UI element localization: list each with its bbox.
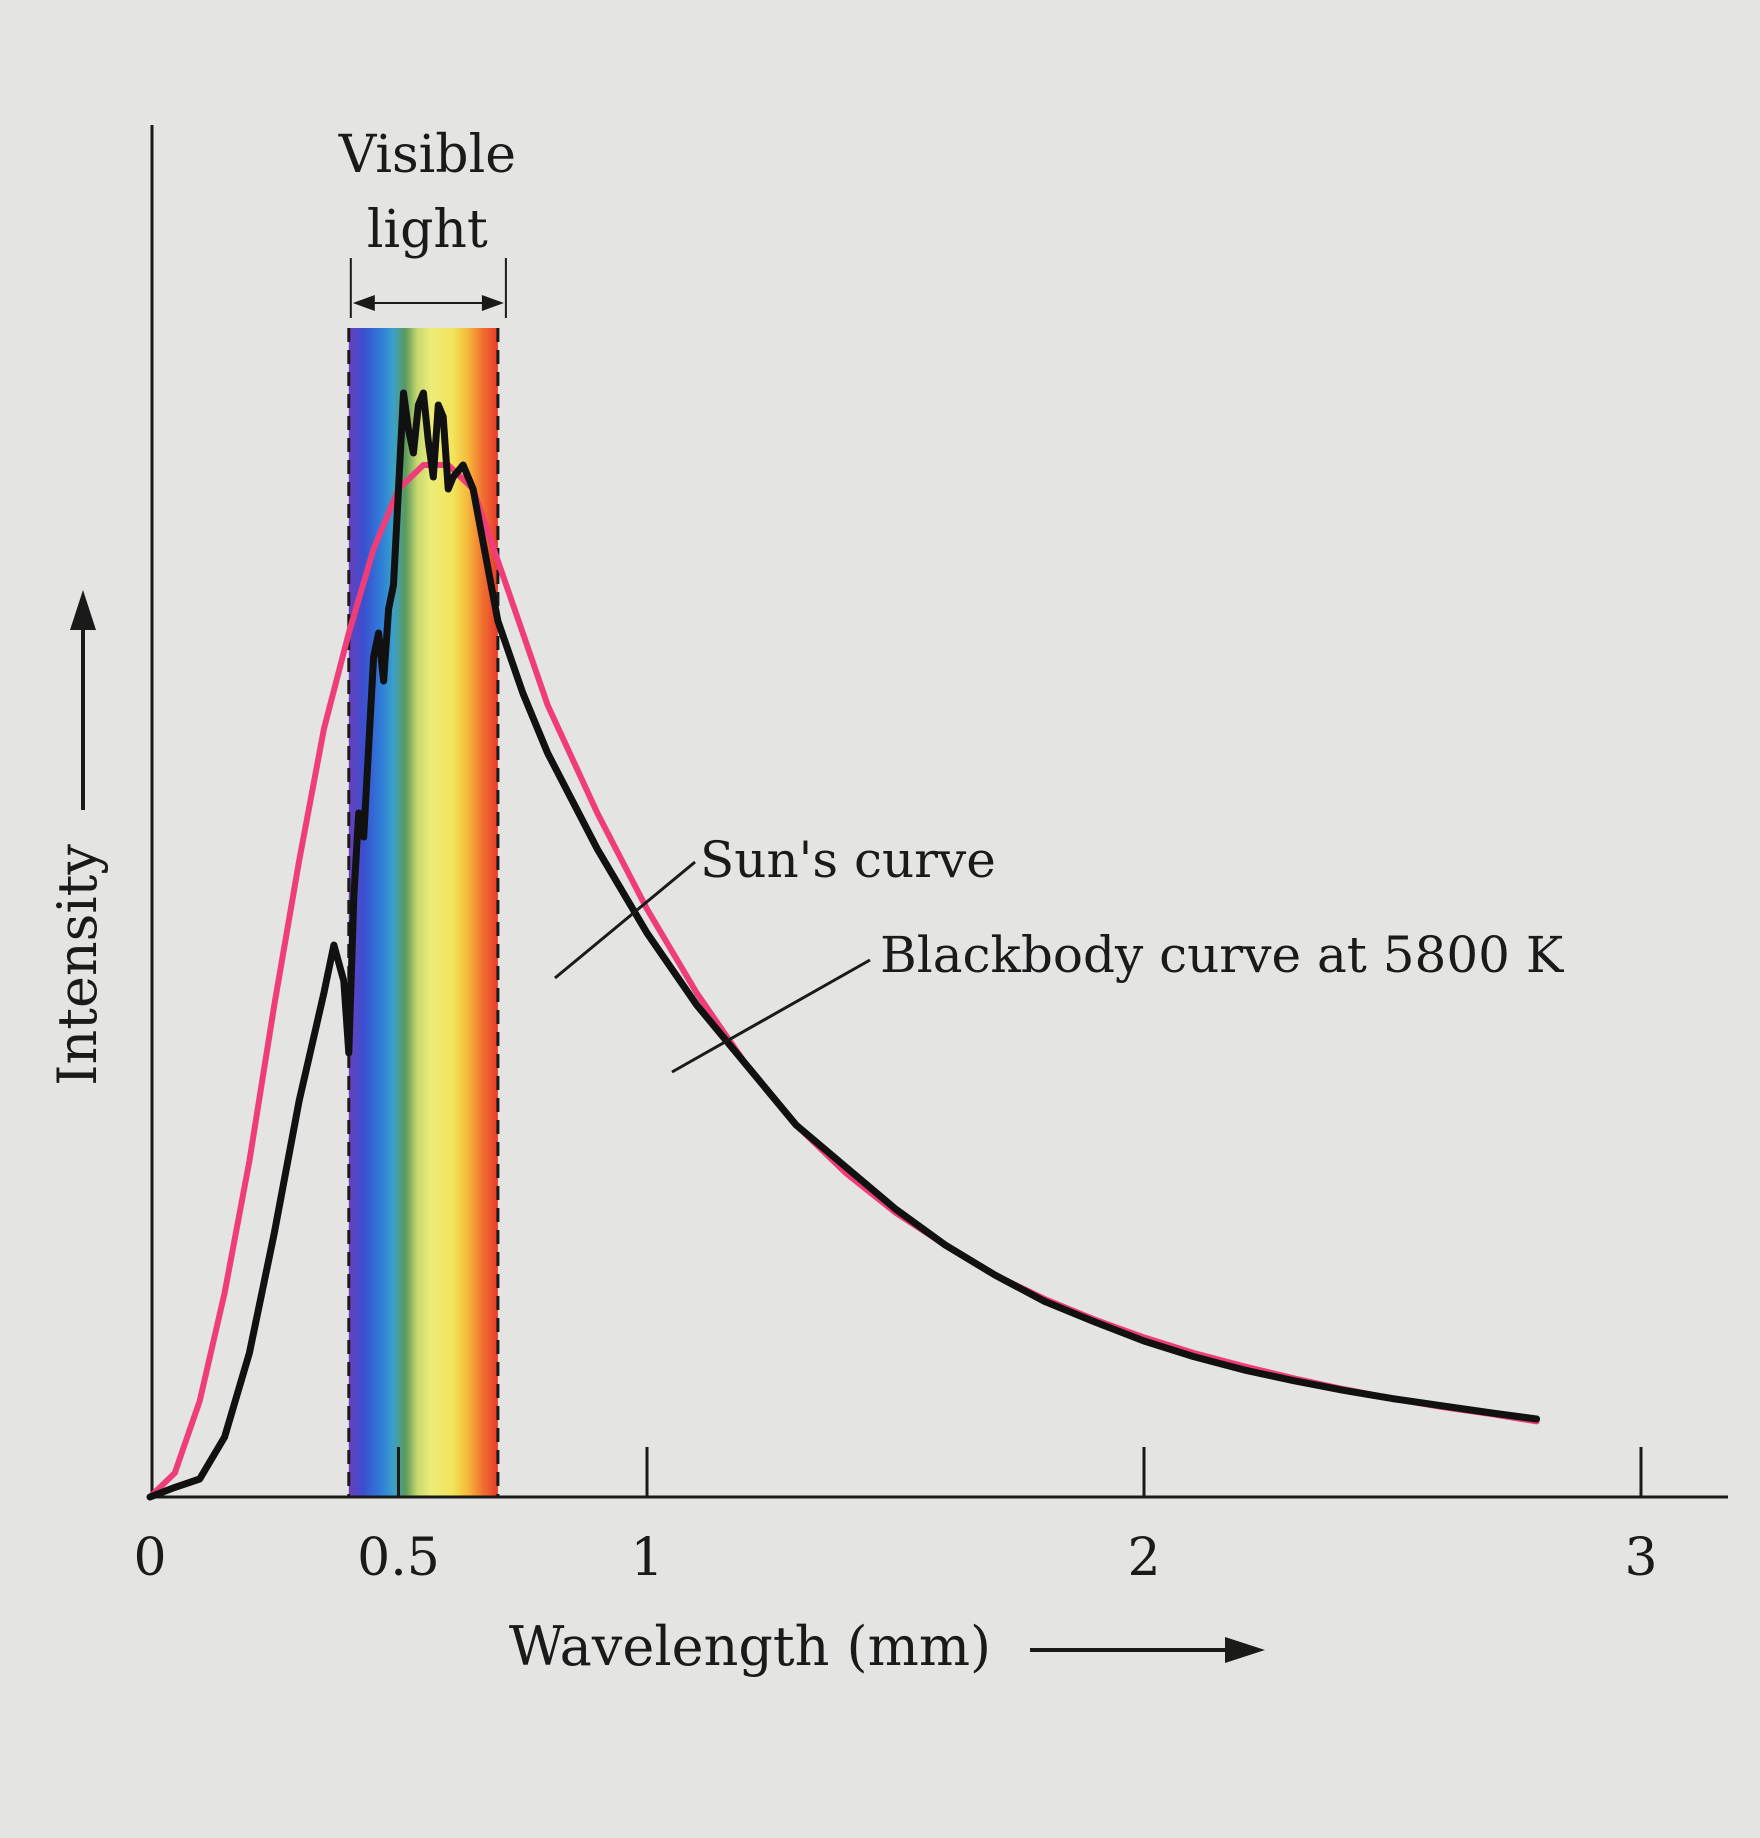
bracket-arrowhead-right bbox=[481, 295, 504, 311]
x-axis-ticks: 0 0.5 1 2 3 bbox=[133, 1447, 1658, 1588]
visible-light-bracket bbox=[349, 258, 507, 318]
x-tick-label: 0 bbox=[133, 1528, 166, 1588]
visible-light-label-line-1: Visible bbox=[338, 125, 516, 185]
x-tick-label: 1 bbox=[630, 1528, 663, 1588]
x-tick-label: 3 bbox=[1624, 1528, 1657, 1588]
sun-curve-leader-line bbox=[554, 860, 696, 980]
visible-spectrum-band bbox=[348, 328, 498, 1497]
x-axis-arrow bbox=[1030, 1637, 1265, 1663]
blackbody-curve-annotation: Blackbody curve at 5800 K bbox=[880, 926, 1565, 984]
x-tick-label: 2 bbox=[1127, 1528, 1160, 1588]
bracket-arrowhead-left bbox=[352, 295, 375, 311]
visible-light-label-line-2: light bbox=[367, 200, 488, 260]
sun-curve-line bbox=[146, 389, 1541, 1501]
x-axis-label: Wavelength (mm) bbox=[509, 1615, 991, 1678]
blackbody-curve-leader-line bbox=[671, 958, 871, 1074]
y-axis-arrow bbox=[70, 590, 96, 810]
x-tick-label: 0.5 bbox=[357, 1528, 440, 1588]
sun-curve-annotation: Sun's curve bbox=[700, 831, 996, 889]
y-axis-label: Intensity bbox=[46, 844, 109, 1086]
